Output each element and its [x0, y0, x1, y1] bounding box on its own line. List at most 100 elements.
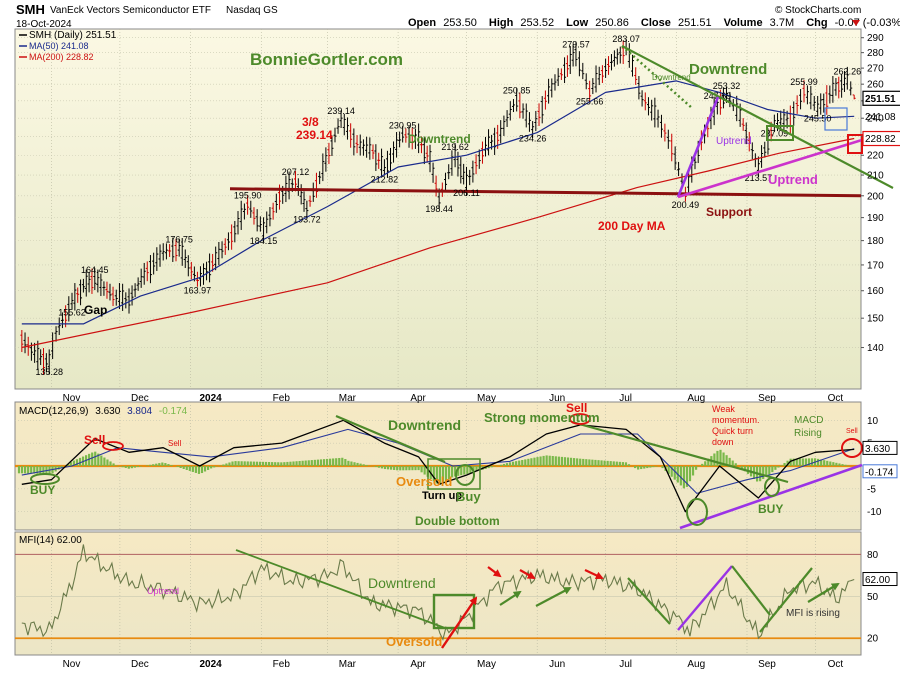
- x-tick-label-price: Jun: [549, 393, 565, 404]
- x-tick-label-price: Mar: [339, 393, 357, 404]
- annot-downtrend-small: Downtrend: [652, 73, 691, 82]
- annot-macd-oversold: Oversold: [396, 474, 452, 489]
- annot-uptrend: Uptrend: [768, 172, 818, 187]
- price-tick-label: 160: [867, 286, 884, 297]
- chg-value: -0.07 (-0.03%): [835, 17, 900, 29]
- x-tick-label-bottom: Aug: [687, 659, 705, 670]
- header-date: 18-Oct-2024: [16, 19, 72, 30]
- price-label: 213.57: [745, 173, 773, 183]
- x-tick-label-price: Nov: [63, 393, 81, 404]
- macd-tick-label: 10: [867, 416, 879, 427]
- price-axis-marker: 228.82: [865, 134, 896, 145]
- x-tick-label-price: 2024: [199, 393, 222, 404]
- annot-weak-1: Weak: [712, 404, 735, 414]
- macd-circle-buy: [455, 464, 475, 486]
- annotation-layer: 283.07279.57255.66250.85234.26247.69253.…: [30, 34, 894, 649]
- annot-gap: Gap: [84, 303, 107, 317]
- mfi-line: [21, 544, 855, 641]
- price-tick-label: 270: [867, 64, 884, 75]
- support-line: [229, 187, 862, 198]
- macd-tick-label: -10: [867, 507, 882, 518]
- annot-macd-rising-1: MACD: [794, 415, 823, 426]
- x-tick-label-price: Oct: [828, 393, 844, 404]
- highlight-box-blue: [824, 107, 848, 131]
- annot-support: Support: [706, 205, 752, 219]
- axis-layer: Nov Nov Dec Dec 2024 2024 Feb Feb Mar Mar Apr Apr Ma…: [63, 33, 900, 670]
- price-label: 230.95: [389, 121, 417, 131]
- down-triangle-icon: [852, 20, 860, 26]
- annot-weak-2: momentum.: [712, 415, 760, 425]
- annot-uptrend-small: Uptrend: [716, 136, 752, 147]
- price-tick-label: 170: [867, 260, 884, 271]
- annot-mfi-downtrend: Downtrend: [368, 575, 436, 591]
- price-axis-marker-box: [862, 130, 900, 147]
- price-label: 164.45: [81, 265, 109, 275]
- x-tick-label-price: Dec: [131, 393, 149, 404]
- macd-legend-text: MACD(12,26,9) 3.630 3.804 -0.174: [19, 406, 188, 417]
- price-axis-marker-box: [862, 90, 900, 106]
- macd-circle-sell-2: [569, 413, 591, 425]
- header-ohlc: Open 253.50 High 253.52 Low 250.86 Close…: [408, 17, 900, 29]
- mfi-arrow-green: [499, 590, 522, 606]
- legend-macd-signal: 3.804: [127, 406, 152, 417]
- price-label: 163.97: [184, 285, 212, 295]
- mfi-trend-green-2: [731, 565, 771, 616]
- annot-macd-buy-3: BUY: [758, 502, 783, 516]
- macd-legend: MACD(12,26,9) 3.630 3.804 -0.174: [19, 406, 188, 417]
- price-tick-label: 140: [867, 343, 884, 354]
- watermark: BonnieGortler.com: [250, 50, 403, 69]
- header-name: VanEck Vectors Semiconductor ETF: [50, 5, 211, 16]
- annot-macd-buy-2: Buy: [456, 489, 481, 504]
- open-label: Open: [408, 17, 436, 29]
- low-label: Low: [566, 17, 588, 29]
- price-label: 184.15: [250, 236, 278, 246]
- price-axis-marker: 241.08: [865, 112, 896, 123]
- annot-mfi-uptrend: Uptrend: [147, 586, 179, 596]
- price-label: 245.50: [804, 114, 832, 124]
- x-tick-label-price: Apr: [410, 393, 426, 404]
- x-tick-label-price: Sep: [758, 393, 776, 404]
- macd-downtrend-line: [335, 414, 446, 464]
- legend-macd-value: 3.630: [95, 406, 120, 417]
- price-label: 234.26: [519, 134, 547, 144]
- annot-macd-rising-2: Rising: [794, 428, 822, 439]
- annot-macd-strong-momentum: Strong momentum: [484, 410, 600, 425]
- price-label: 212.82: [371, 174, 399, 184]
- volume-value: 3.7M: [770, 17, 794, 29]
- x-tick-label-bottom: Nov: [63, 659, 81, 670]
- macd-axis-marker: -0.174: [865, 467, 894, 478]
- high-value: 253.52: [520, 17, 554, 29]
- macd-axis-marker: 3.630: [865, 444, 890, 455]
- macd-axis-marker-box: [862, 464, 898, 479]
- mfi-arrow-red: [519, 569, 536, 579]
- price-label: 193.72: [293, 214, 321, 224]
- x-tick-label-price: Jul: [619, 393, 632, 404]
- uptrend-line-purple: [676, 96, 720, 198]
- price-label: 198.44: [425, 204, 453, 214]
- x-tick-label-bottom: Dec: [131, 659, 149, 670]
- price-label: 135.28: [35, 367, 63, 377]
- downtrend-line-dotted: [621, 45, 693, 109]
- mfi-box: [432, 593, 476, 630]
- mfi-trend-green-1: [627, 577, 671, 625]
- close-label: Close: [641, 17, 671, 29]
- chart-header: SMH VanEck Vectors Semiconductor ETF Nas…: [16, 2, 900, 30]
- macd-circle-buy-2: [686, 498, 708, 526]
- annot-macd-downtrend: Downtrend: [388, 417, 461, 433]
- macd-tick-label: -5: [867, 484, 876, 495]
- macd-circle-buy-3: [764, 477, 780, 497]
- x-tick-label-bottom: 2024: [199, 659, 222, 670]
- macd-axis-marker-box: [862, 440, 898, 455]
- x-tick-label-price: May: [477, 393, 496, 404]
- mfi-axis-marker: 62.00: [865, 575, 890, 586]
- price-tick-label: 180: [867, 236, 884, 247]
- mfi-trend-purple: [677, 565, 733, 631]
- x-tick-label-bottom: Apr: [410, 659, 426, 670]
- annot-macd-turn-up: Turn up: [422, 490, 462, 502]
- mfi-arrow-green: [535, 587, 572, 607]
- legend-macd-title: MACD(12,26,9): [19, 406, 88, 417]
- header-exchange: Nasdaq GS: [226, 5, 278, 16]
- price-label: 253.32: [713, 81, 741, 91]
- annot-macd-sell-1: Sell: [84, 433, 105, 447]
